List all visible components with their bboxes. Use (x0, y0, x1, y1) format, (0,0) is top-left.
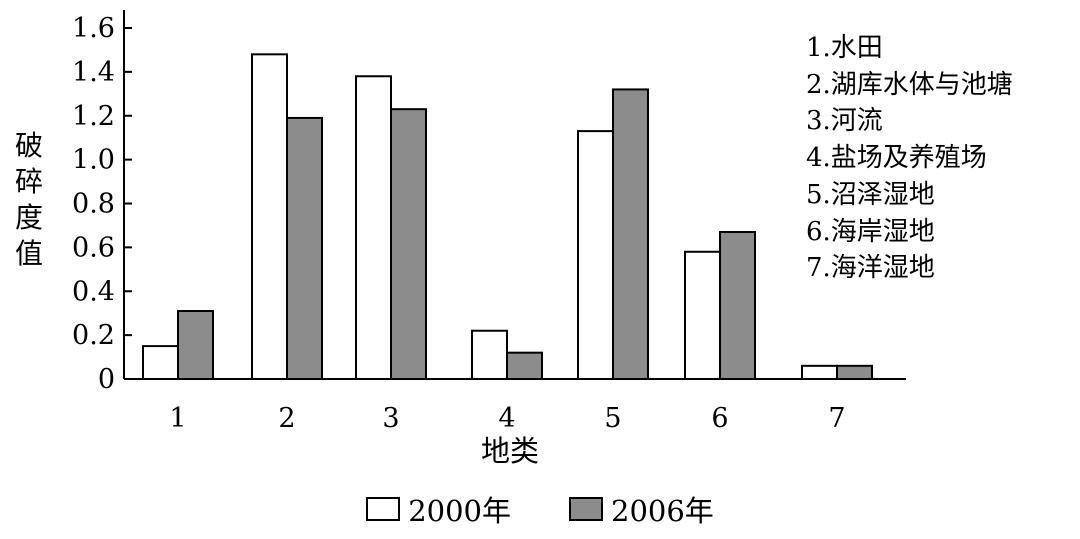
category-name: 1.水田 (806, 33, 883, 63)
legend-label-2006: 2006年 (611, 494, 714, 528)
x-tick-label: 2 (278, 403, 295, 434)
y-tick-label: 0 (98, 364, 115, 395)
x-tick-label: 4 (498, 403, 515, 434)
x-tick-label: 7 (828, 403, 845, 434)
bar-3-2000年 (355, 75, 392, 380)
x-tick-label: 3 (382, 403, 399, 434)
y-axis-label: 破碎度值 (14, 129, 43, 270)
y-tick-label: 0.2 (72, 320, 115, 351)
y-tick-label: 0.6 (72, 232, 115, 263)
x-tick-label: 6 (711, 403, 728, 434)
y-tick-label: 1.2 (72, 101, 115, 132)
category-name: 5.沼泽湿地 (806, 179, 935, 210)
x-axis-label: 地类 (480, 434, 539, 468)
bar-chart: 0 0.2 0.4 0.6 0.8 1.0 1.2 1.4 1.6 1 2 3 4 5 6 7 (72, 10, 906, 434)
legend-swatch-2000 (366, 497, 401, 521)
bar-7-2006年 (836, 364, 873, 380)
category-name: 4.盐场及养殖场 (806, 143, 987, 174)
bar-1-2006年 (177, 309, 214, 380)
bar-6-2000年 (684, 250, 721, 380)
y-tick-label: 1.6 (72, 13, 115, 44)
legend-item-2000: 2000年 (366, 488, 511, 530)
bar-3-2006年 (390, 108, 427, 380)
y-tick-label: 0.4 (72, 276, 115, 307)
category-name: 7.海洋湿地 (806, 253, 935, 284)
bar-2-2000年 (251, 53, 288, 380)
legend-swatch-2006 (569, 497, 603, 521)
category-name: 6.海岸湿地 (806, 216, 935, 247)
category-name: 2.湖库水体与池塘 (806, 69, 1013, 100)
bar-5-2006年 (612, 88, 649, 381)
bar-4-2000年 (471, 329, 508, 380)
bar-7-2000年 (801, 364, 838, 380)
x-tick-label: 5 (604, 403, 621, 434)
bar-5-2000年 (577, 130, 614, 380)
y-tick-label: 1.4 (72, 57, 115, 88)
bar-4-2006年 (506, 351, 543, 380)
category-name: 3.河流 (806, 106, 883, 137)
bar-6-2006年 (719, 231, 756, 380)
bar-2-2006年 (286, 116, 323, 380)
legend: 2000年 2006年 (0, 487, 1080, 531)
legend-item-2006: 2006年 (569, 488, 714, 530)
y-tick-label: 0.8 (72, 189, 115, 220)
legend-label-2000: 2000年 (408, 494, 511, 528)
bar-1-2000年 (142, 345, 179, 380)
x-tick-label: 1 (169, 403, 186, 434)
category-list: 1.水田 2.湖库水体与池塘 3.河流 4.盐场及养殖场 5.沼泽湿地 6.海岸… (806, 30, 1013, 287)
y-tick-label: 1.0 (72, 145, 115, 176)
